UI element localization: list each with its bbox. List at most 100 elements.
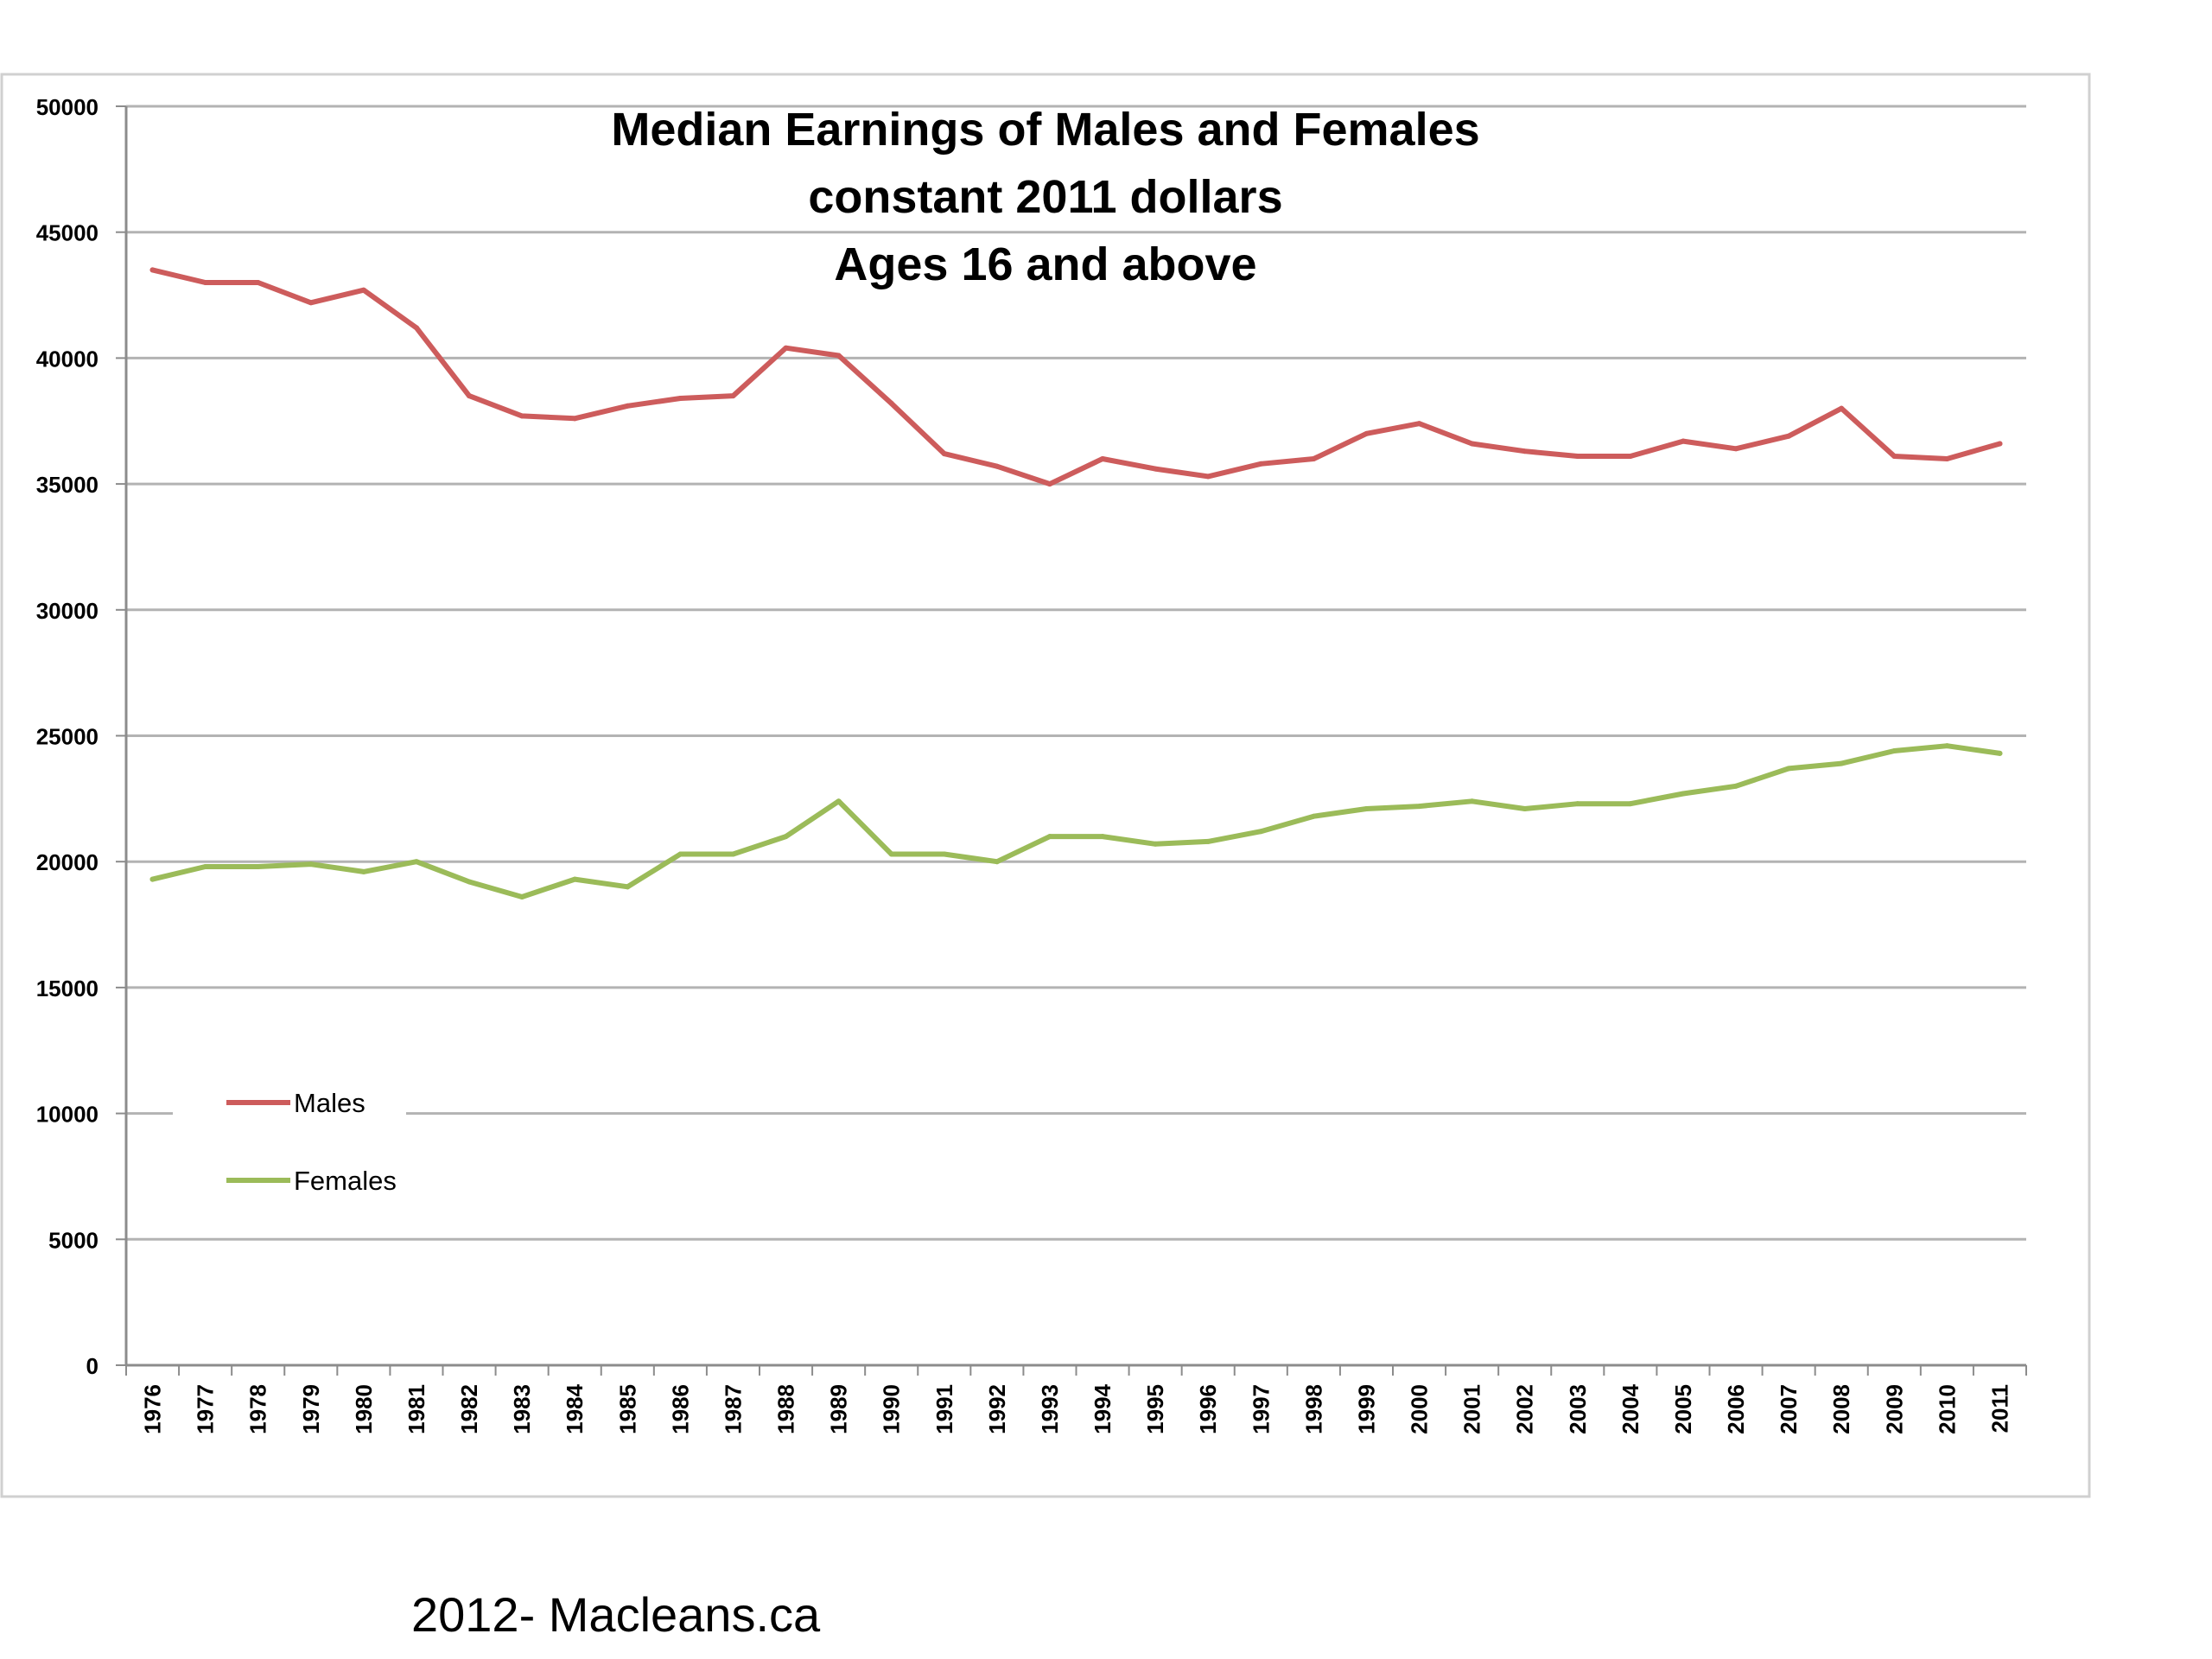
series-line-females (149, 743, 2003, 899)
x-tick-label: 2009 (1881, 1384, 1907, 1434)
data-point-males (1522, 448, 1528, 454)
y-tick-label: 15000 (36, 976, 99, 1001)
x-tick-label: 1981 (404, 1384, 429, 1434)
data-point-females (1786, 766, 1792, 772)
data-point-females (1997, 750, 2003, 756)
data-point-males (1311, 455, 1317, 461)
data-point-males (677, 396, 683, 402)
x-tick-label: 1988 (773, 1384, 799, 1434)
y-tick-label: 30000 (36, 598, 99, 624)
data-point-males (360, 287, 366, 293)
x-tick-label: 1998 (1300, 1384, 1326, 1434)
data-point-females (1627, 801, 1633, 807)
x-tick-label: 1985 (614, 1384, 640, 1434)
data-point-females (994, 859, 1000, 865)
chart-title: Median Earnings of Males and Females con… (611, 104, 1479, 290)
x-tick-label: 2000 (1407, 1384, 1433, 1434)
data-point-males (255, 279, 261, 285)
data-point-males (1205, 474, 1211, 480)
data-point-males (888, 400, 894, 406)
x-tick-label: 2004 (1618, 1383, 1643, 1433)
data-point-females (1100, 834, 1106, 840)
data-point-males (1574, 454, 1580, 460)
data-point-males (730, 393, 736, 399)
data-point-males (1786, 433, 1792, 439)
x-tick-label: 1994 (1090, 1383, 1116, 1433)
chart-title-line-3: Ages 16 and above (834, 238, 1256, 290)
data-point-females (1046, 834, 1052, 840)
x-tick-label: 1977 (193, 1384, 219, 1434)
chart-title-line-2: constant 2011 dollars (808, 171, 1282, 223)
data-point-females (941, 851, 947, 857)
x-tick-label: 1979 (298, 1384, 324, 1434)
axes: 0 5000 10000 15000 20000 25000 30000 35000 40000… (36, 94, 2027, 1434)
legend: Males Females (173, 1080, 406, 1201)
legend-label-males: Males (294, 1088, 365, 1118)
data-point-females (467, 879, 473, 885)
x-tick-label: 1986 (667, 1384, 693, 1434)
x-tick-label: 1980 (351, 1384, 377, 1434)
data-point-males (836, 353, 842, 359)
y-tick-label: 0 (86, 1353, 99, 1379)
data-point-females (836, 798, 842, 804)
x-tick-label: 1990 (879, 1384, 905, 1434)
data-point-males (149, 267, 156, 273)
data-point-females (1574, 801, 1580, 807)
data-point-females (149, 876, 156, 882)
data-point-females (1891, 747, 1897, 753)
y-tick-label: 20000 (36, 849, 99, 875)
data-point-males (941, 451, 947, 457)
data-point-males (1733, 446, 1739, 452)
x-tick-label: 2003 (1565, 1384, 1591, 1434)
data-point-males (202, 279, 208, 285)
data-point-females (1258, 829, 1264, 835)
x-tick-label: 1989 (826, 1384, 852, 1434)
x-tick-label: 2002 (1512, 1384, 1538, 1434)
data-point-males (625, 403, 631, 409)
data-point-females (1680, 791, 1686, 797)
x-tick-label: 1987 (720, 1384, 746, 1434)
data-point-males (1258, 461, 1264, 467)
data-point-females (1205, 838, 1211, 844)
data-point-females (1363, 806, 1370, 812)
data-point-males (572, 416, 578, 422)
y-tick-label: 35000 (36, 472, 99, 498)
y-tick-label: 40000 (36, 346, 99, 372)
data-point-males (1680, 438, 1686, 444)
data-point-males (1469, 441, 1475, 447)
data-point-females (1522, 806, 1528, 812)
x-tick-label: 1976 (140, 1384, 166, 1434)
series-line-males (149, 267, 2003, 487)
data-point-males (1416, 421, 1422, 427)
data-point-males (1839, 405, 1845, 411)
y-tick-label: 5000 (48, 1227, 99, 1253)
data-point-females (677, 851, 683, 857)
data-point-females (1469, 798, 1475, 804)
data-point-males (1944, 455, 1950, 461)
x-tick-label: 2010 (1934, 1384, 1960, 1434)
x-tick-label: 2005 (1670, 1384, 1696, 1434)
data-point-females (730, 851, 736, 857)
data-point-females (1944, 743, 1950, 749)
x-tick-label: 1992 (984, 1384, 1010, 1434)
y-tick-label: 10000 (36, 1102, 99, 1128)
x-tick-label: 1982 (456, 1384, 482, 1434)
x-tick-label: 1999 (1353, 1384, 1379, 1434)
data-point-females (360, 868, 366, 874)
data-point-males (1997, 441, 2003, 447)
data-point-females (572, 876, 578, 882)
data-point-females (888, 851, 894, 857)
data-point-females (783, 834, 789, 840)
x-tick-label: 2001 (1459, 1384, 1485, 1434)
chart-title-line-1: Median Earnings of Males and Females (611, 104, 1479, 156)
legend-label-females: Females (294, 1166, 397, 1196)
data-point-females (1416, 804, 1422, 810)
data-point-females (1311, 813, 1317, 819)
x-tick-label: 1993 (1037, 1384, 1063, 1434)
data-point-males (1627, 454, 1633, 460)
data-point-females (1733, 783, 1739, 789)
data-point-males (994, 463, 1000, 469)
x-tick-label: 1983 (509, 1384, 535, 1434)
x-tick-label: 2007 (1776, 1384, 1802, 1434)
